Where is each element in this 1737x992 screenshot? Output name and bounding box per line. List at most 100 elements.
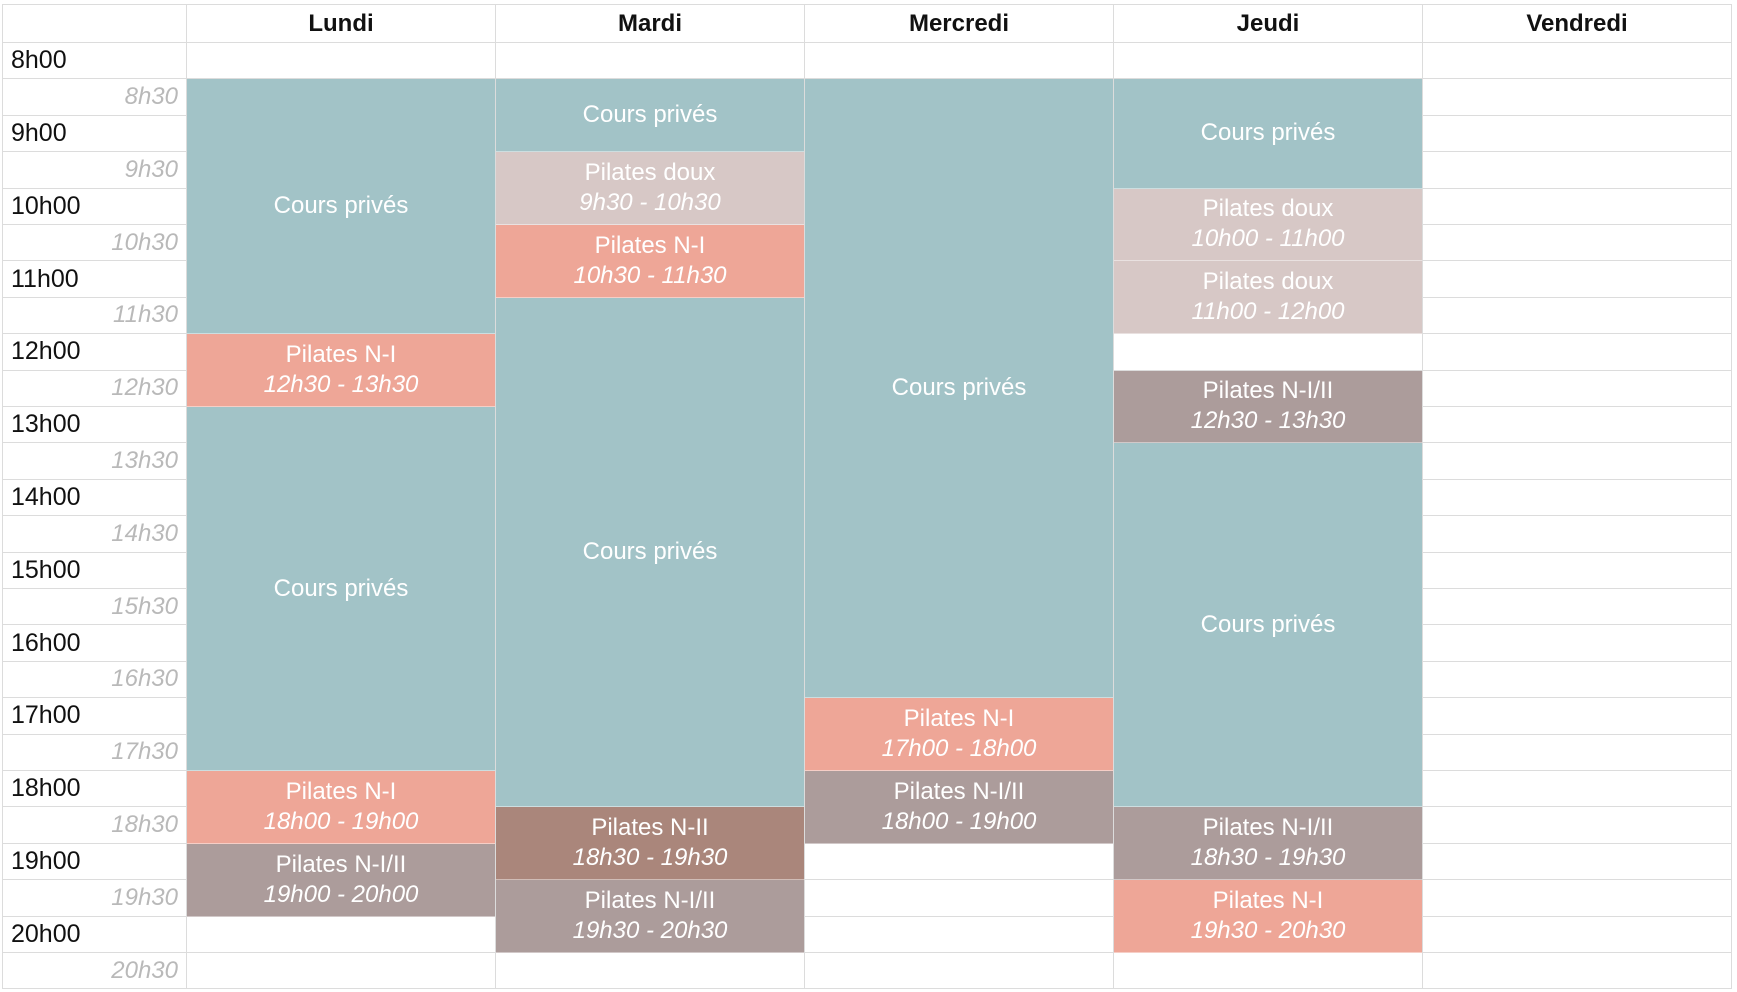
day-header-3: Jeudi <box>1114 4 1423 43</box>
grid-cell <box>1423 843 1732 881</box>
event-title: Pilates N-I <box>285 777 397 805</box>
grid-cell <box>1114 43 1423 80</box>
grid-cell <box>805 916 1114 953</box>
event-block[interactable]: Cours privés <box>805 79 1113 699</box>
grid-cell <box>1423 188 1732 225</box>
event-block[interactable]: Cours privés <box>496 79 804 153</box>
event-block[interactable]: Pilates N-I/II 19h30 - 20h30 <box>496 880 804 953</box>
event-block[interactable]: Cours privés <box>496 297 804 808</box>
grid-cell <box>1423 479 1732 517</box>
grid-cell <box>1423 43 1732 80</box>
grid-cell <box>805 43 1114 80</box>
time-label: 8h30 <box>2 79 187 116</box>
event-block[interactable]: Pilates N-I/II 19h00 - 20h00 <box>187 843 495 917</box>
event-title: Pilates doux <box>584 159 716 187</box>
time-label: 11h30 <box>2 297 187 335</box>
event-block[interactable]: Cours privés <box>1114 79 1422 189</box>
event-time: 12h30 - 13h30 <box>263 371 419 399</box>
grid-cell <box>1423 334 1732 371</box>
time-label: 13h00 <box>2 407 187 444</box>
grid-cell <box>1423 698 1732 735</box>
grid-cell <box>805 843 1114 881</box>
event-title: Pilates N-I <box>594 231 706 259</box>
day-header-4: Vendredi <box>1423 4 1732 43</box>
corner-cell <box>2 4 187 43</box>
time-label: 17h30 <box>2 734 187 771</box>
grid-cell <box>1423 916 1732 953</box>
day-header-0: Lundi <box>187 4 496 43</box>
event-time: 9h30 - 10h30 <box>579 189 721 217</box>
time-label: 18h00 <box>2 771 187 808</box>
grid-cell <box>1423 771 1732 808</box>
time-label: 8h00 <box>2 43 187 80</box>
event-time: 18h30 - 19h30 <box>1190 844 1346 872</box>
time-label: 15h30 <box>2 589 187 626</box>
event-block[interactable]: Pilates N-I/II 12h30 - 13h30 <box>1114 370 1422 444</box>
event-block[interactable]: Cours privés <box>1114 443 1422 808</box>
grid-cell <box>1423 880 1732 917</box>
grid-cell <box>1423 516 1732 553</box>
event-block[interactable]: Pilates N-II 18h30 - 19h30 <box>496 807 804 881</box>
event-block[interactable]: Pilates doux 9h30 - 10h30 <box>496 152 804 225</box>
event-block[interactable]: Pilates N-I 19h30 - 20h30 <box>1114 880 1422 953</box>
event-title: Cours privés <box>582 538 718 566</box>
event-block[interactable]: Pilates doux 10h00 - 11h00 <box>1114 188 1422 262</box>
grid-cell <box>187 43 496 80</box>
grid-cell <box>1423 552 1732 589</box>
event-time: 18h00 - 19h00 <box>263 807 419 835</box>
grid-cell <box>1114 953 1423 990</box>
grid-cell <box>1423 807 1732 844</box>
event-title: Cours privés <box>582 101 718 129</box>
time-label: 11h00 <box>2 261 187 298</box>
event-time: 11h00 - 12h00 <box>1191 298 1345 326</box>
time-label: 20h00 <box>2 916 187 953</box>
day-header-1: Mardi <box>496 4 805 43</box>
event-block[interactable]: Pilates doux 11h00 - 12h00 <box>1114 261 1422 335</box>
grid-cell <box>187 953 496 990</box>
grid-cell <box>1423 261 1732 298</box>
event-block[interactable]: Pilates N-I/II 18h30 - 19h30 <box>1114 807 1422 881</box>
event-block[interactable]: Pilates N-I 18h00 - 19h00 <box>187 771 495 844</box>
event-title: Cours privés <box>273 574 409 602</box>
event-block[interactable]: Cours privés <box>187 79 495 335</box>
event-time: 17h00 - 18h00 <box>881 735 1037 763</box>
event-title: Pilates doux <box>1202 195 1334 223</box>
grid-cell <box>1423 152 1732 189</box>
day-header-2: Mercredi <box>805 4 1114 43</box>
event-block[interactable]: Cours privés <box>187 407 495 771</box>
event-block[interactable]: Pilates N-I 10h30 - 11h30 <box>496 225 804 298</box>
event-title: Pilates N-I/II <box>893 777 1025 805</box>
event-block[interactable]: Pilates N-I/II 18h00 - 19h00 <box>805 771 1113 844</box>
time-label: 10h30 <box>2 225 187 262</box>
time-label: 9h00 <box>2 115 187 153</box>
grid-cell <box>1423 115 1732 153</box>
event-title: Cours privés <box>273 192 409 220</box>
grid-cell <box>1423 625 1732 662</box>
event-title: Pilates N-I <box>285 341 397 369</box>
grid-cell <box>1423 443 1732 480</box>
event-title: Pilates N-I <box>903 705 1015 733</box>
event-title: Pilates N-I/II <box>275 850 407 878</box>
event-time: 18h30 - 19h30 <box>572 844 728 872</box>
grid-cell <box>1423 407 1732 444</box>
time-label: 16h00 <box>2 625 187 662</box>
event-title: Pilates N-I/II <box>1202 377 1334 405</box>
event-block[interactable]: Pilates N-I 12h30 - 13h30 <box>187 334 495 407</box>
time-label: 12h30 <box>2 370 187 407</box>
grid-cell <box>1423 589 1732 626</box>
grid-cell <box>187 916 496 953</box>
time-label: 16h30 <box>2 661 187 699</box>
event-title: Pilates N-I/II <box>584 887 716 915</box>
time-label: 12h00 <box>2 334 187 371</box>
time-label: 17h00 <box>2 698 187 735</box>
time-label: 14h30 <box>2 516 187 553</box>
event-time: 19h30 - 20h30 <box>572 917 728 945</box>
grid-cell <box>1423 661 1732 699</box>
grid-cell <box>805 880 1114 917</box>
event-title: Cours privés <box>1200 119 1336 147</box>
event-title: Pilates doux <box>1202 268 1334 296</box>
grid-cell <box>805 953 1114 990</box>
event-block[interactable]: Pilates N-I 17h00 - 18h00 <box>805 698 1113 771</box>
time-label: 10h00 <box>2 188 187 225</box>
